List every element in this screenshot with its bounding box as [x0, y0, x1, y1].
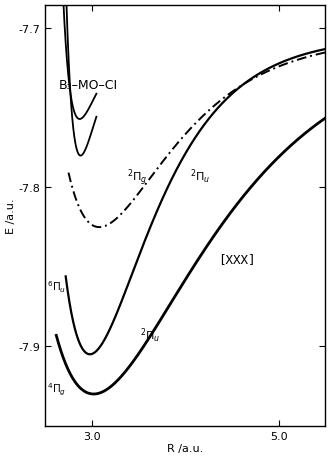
Text: [XXX]: [XXX] — [218, 253, 256, 266]
Text: B₃–MO–CI: B₃–MO–CI — [59, 78, 118, 91]
Text: $^2\Pi_u$: $^2\Pi_u$ — [190, 168, 210, 186]
Text: $^6\Pi_u$: $^6\Pi_u$ — [47, 279, 66, 294]
Text: $^2\Pi_g$: $^2\Pi_g$ — [127, 166, 148, 187]
Y-axis label: E /a.u.: E /a.u. — [6, 198, 16, 234]
Text: $^2\Pi_u$: $^2\Pi_u$ — [140, 326, 161, 345]
X-axis label: R /a.u.: R /a.u. — [167, 443, 203, 453]
Text: $^4\Pi_g$: $^4\Pi_g$ — [47, 381, 66, 397]
